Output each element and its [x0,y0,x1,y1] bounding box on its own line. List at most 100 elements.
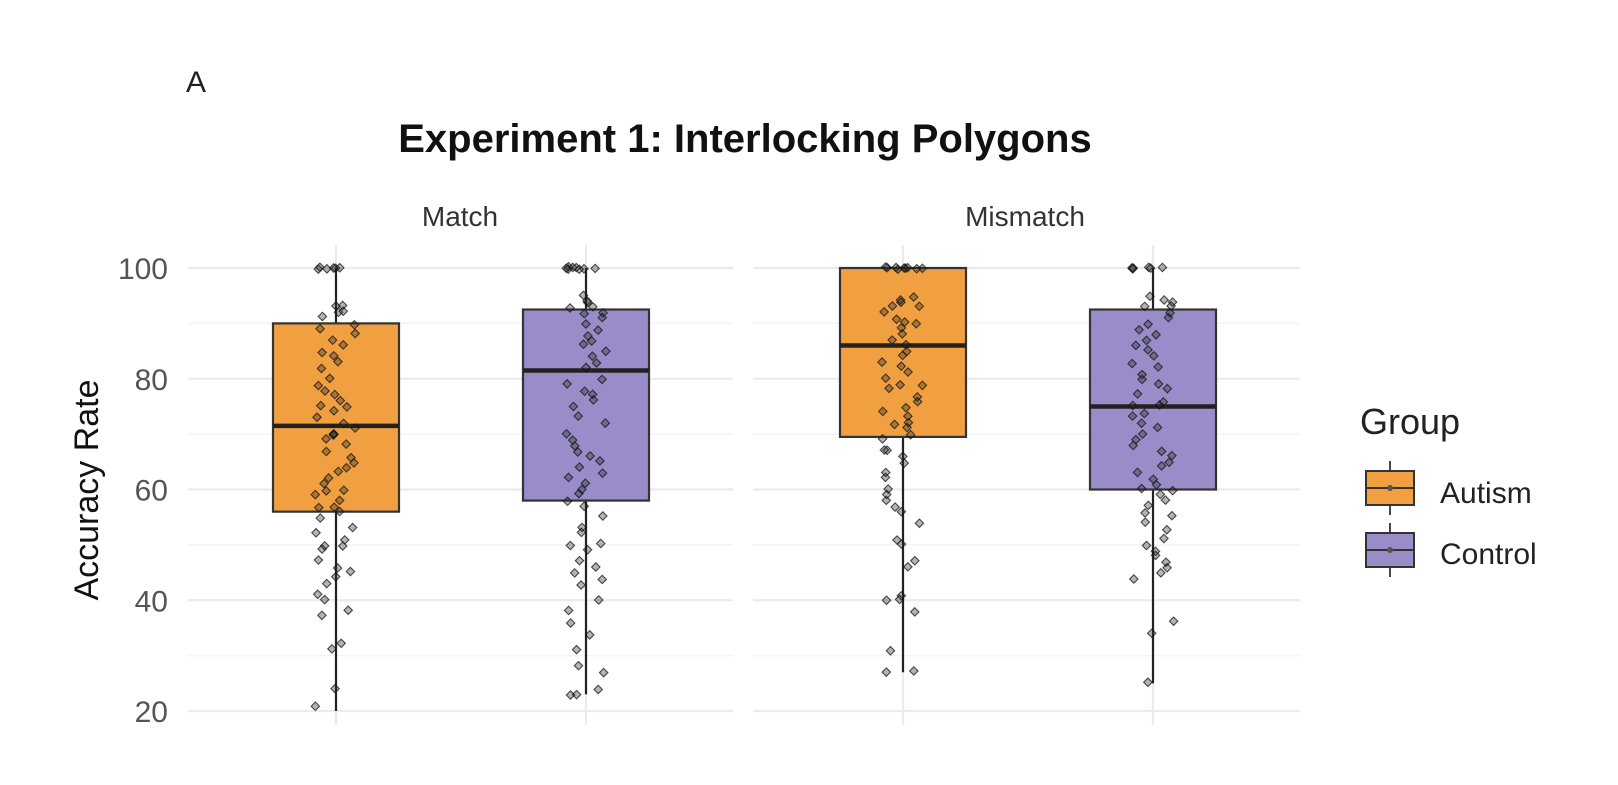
point-mismatch-control-21 [1153,361,1164,372]
point-match-autism-16 [317,347,328,358]
point-match-control-20 [578,339,589,350]
point-mismatch-control-37 [1156,446,1167,457]
point-match-control-9 [582,297,593,308]
point-mismatch-autism-44 [899,458,910,469]
point-mismatch-control-11 [1165,307,1176,318]
point-match-control-51 [595,538,606,549]
point-match-control-29 [588,394,599,405]
point-match-control-46 [579,501,590,512]
point-match-autism-46 [334,495,345,506]
point-match-autism-22 [320,385,331,396]
point-match-autism-5 [321,263,332,274]
point-match-control-2 [590,263,601,274]
point-mismatch-autism-40 [877,433,888,444]
point-mismatch-autism-51 [896,506,907,517]
point-mismatch-autism-61 [885,645,896,656]
point-match-autism-35 [341,439,352,450]
y-tick-label-40: 40 [135,585,168,618]
point-mismatch-control-38 [1166,450,1177,461]
point-match-control-55 [569,567,580,578]
point-mismatch-control-2 [1157,262,1168,273]
point-mismatch-control-4 [1145,263,1156,274]
point-mismatch-control-49 [1140,507,1151,518]
point-match-autism-43 [338,485,349,496]
point-match-autism-61 [321,578,332,589]
point-match-autism-51 [347,522,358,533]
point-mismatch-control-15 [1151,329,1162,340]
point-match-autism-6 [337,300,348,311]
legend: Group Autism Control [1360,401,1537,577]
point-mismatch-control-13 [1143,319,1154,330]
point-match-control-50 [565,540,576,551]
point-match-autism-65 [316,610,327,621]
point-match-control-27 [579,386,590,397]
point-mismatch-autism-57 [896,590,907,601]
point-mismatch-autism-18 [896,322,907,333]
point-match-autism-23 [329,389,340,400]
point-mismatch-autism-11 [895,295,906,305]
point-mismatch-autism-37 [889,419,900,430]
point-match-autism-44 [321,485,332,496]
legend-keys [1365,461,1415,577]
point-match-control-8 [578,290,589,301]
point-match-autism-67 [326,643,337,654]
point-mismatch-autism-4 [911,263,922,274]
point-mismatch-autism-38 [902,422,912,433]
point-match-autism-60 [330,571,341,582]
point-mismatch-autism-23 [897,350,908,361]
point-match-autism-21 [313,380,324,391]
point-mismatch-control-63 [1142,677,1153,688]
point-mismatch-control-5 [1127,263,1138,274]
point-mismatch-autism-16 [911,318,922,329]
point-match-autism-48 [329,502,340,513]
point-match-control-25 [597,374,608,385]
point-mismatch-autism-46 [880,472,891,483]
point-match-control-32 [600,418,611,429]
point-mismatch-control-62 [1146,628,1157,639]
point-match-autism-36 [321,446,332,457]
point-mismatch-control-32 [1136,418,1147,429]
point-mismatch-control-23 [1137,374,1148,385]
y-tick-label-100: 100 [118,253,168,286]
point-mismatch-control-8 [1167,297,1178,308]
point-mismatch-autism-32 [912,396,923,407]
legend-key-point-control [1387,547,1393,553]
point-match-autism-29 [338,418,349,429]
point-mismatch-autism-60 [909,606,920,617]
point-match-autism-28 [312,412,322,423]
point-match-autism-69 [310,701,321,712]
point-mismatch-autism-34 [877,406,888,417]
point-match-control-57 [576,579,587,590]
point-mismatch-control-18 [1142,344,1153,355]
point-match-control-56 [597,574,608,585]
point-match-control-45 [562,496,573,507]
point-match-autism-33 [328,428,339,439]
point-mismatch-control-52 [1161,524,1172,535]
point-mismatch-control-24 [1153,378,1164,389]
point-match-autism-39 [341,462,352,473]
point-match-control-38 [594,455,605,466]
point-match-autism-9 [333,307,344,318]
point-mismatch-autism-14 [879,306,890,317]
point-mismatch-control-41 [1132,467,1143,478]
point-match-autism-34 [321,433,332,444]
point-mismatch-autism-8 [892,264,903,275]
point-mismatch-autism-6 [902,262,913,273]
point-mismatch-control-14 [1134,324,1145,335]
point-match-autism-19 [316,363,327,374]
point-match-control-26 [562,378,573,389]
point-mismatch-autism-63 [908,665,919,676]
legend-label-control: Control [1440,538,1537,571]
point-match-autism-64 [343,605,354,616]
point-match-control-6 [567,262,578,273]
point-match-autism-14 [327,335,338,346]
point-match-control-41 [563,472,574,483]
y-tick-label-20: 20 [135,696,168,729]
point-match-control-15 [597,312,608,323]
point-match-autism-20 [324,373,335,384]
point-mismatch-autism-43 [897,451,908,462]
point-match-autism-27 [328,405,339,416]
point-match-autism-56 [317,544,328,555]
point-mismatch-autism-33 [900,402,911,413]
